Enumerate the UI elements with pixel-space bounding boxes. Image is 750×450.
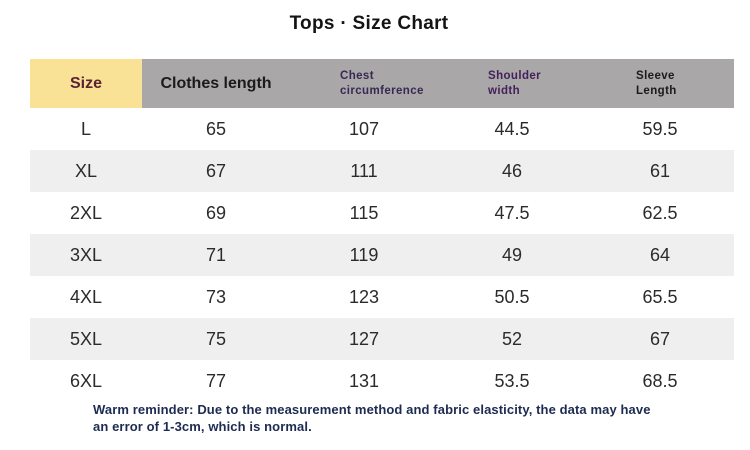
cell-shoulder-width: 47.5 [494, 202, 530, 223]
cell-chest-circumference: 115 [349, 202, 379, 223]
cell-clothes-length: 67 [205, 160, 227, 181]
cell-size: 5XL [69, 328, 103, 349]
cell-size: L [80, 118, 91, 139]
cell-clothes-length: 71 [205, 244, 227, 265]
cell-sleeve-length: 62.5 [642, 202, 678, 223]
cell-sleeve-length: 59.5 [642, 118, 678, 139]
column-header-chest-circumference: Chest circumference [290, 59, 438, 108]
column-header-size: Size [30, 59, 142, 108]
cell-clothes-length: 75 [205, 328, 227, 349]
cell-chest-circumference: 123 [348, 286, 380, 307]
table-row: L 65 107 44.5 59.5 [30, 108, 734, 150]
cell-chest-circumference: 119 [349, 244, 379, 265]
cell-size: 2XL [69, 202, 103, 223]
cell-sleeve-length: 68.5 [642, 370, 678, 391]
column-header-sleeve-line1: Sleeve [636, 70, 675, 82]
column-header-shoulder-width: Shoulder width [438, 59, 586, 108]
cell-chest-circumference: 107 [348, 118, 380, 139]
cell-size: 4XL [69, 286, 103, 307]
cell-chest-circumference: 111 [350, 160, 378, 181]
warm-reminder-note: Warm reminder: Due to the measurement me… [93, 402, 651, 435]
column-header-sleeve-line2: Length [636, 84, 677, 97]
table-row: 5XL 75 127 52 67 [30, 318, 734, 360]
table-header-row: Size Clothes length Chest circumference … [30, 59, 734, 108]
page-title: Tops · Size Chart [289, 13, 449, 34]
cell-shoulder-width: 49 [501, 244, 523, 265]
warm-reminder-line2: an error of 1-3cm, which is normal. [93, 418, 312, 434]
cell-size: XL [74, 160, 98, 181]
cell-clothes-length: 65 [205, 118, 227, 139]
cell-size: 6XL [69, 370, 103, 391]
table-row: 6XL 77 131 53.5 68.5 [30, 360, 734, 402]
cell-clothes-length: 77 [205, 370, 227, 391]
cell-clothes-length: 73 [205, 286, 227, 307]
table-row: 2XL 69 115 47.5 62.5 [30, 192, 734, 234]
table-row: XL 67 111 46 61 [30, 150, 734, 192]
cell-shoulder-width: 53.5 [494, 370, 530, 391]
column-header-chest-line1: Chest [340, 70, 374, 82]
cell-size: 3XL [69, 244, 103, 265]
warm-reminder-line1: Warm reminder: Due to the measurement me… [93, 402, 651, 417]
table-row: 3XL 71 119 49 64 [30, 234, 734, 276]
cell-shoulder-width: 50.5 [494, 286, 530, 307]
cell-shoulder-width: 46 [501, 160, 523, 181]
table-row: 4XL 73 123 50.5 65.5 [30, 276, 734, 318]
cell-sleeve-length: 67 [649, 328, 671, 349]
column-header-clothes-length: Clothes length [142, 59, 290, 108]
cell-shoulder-width: 44.5 [494, 118, 530, 139]
column-header-sleeve-length: Sleeve Length [586, 59, 734, 108]
size-table: Size Clothes length Chest circumference … [30, 59, 734, 402]
cell-sleeve-length: 64 [649, 244, 671, 265]
cell-shoulder-width: 52 [501, 328, 523, 349]
cell-clothes-length: 69 [205, 202, 227, 223]
cell-chest-circumference: 131 [348, 370, 380, 391]
cell-sleeve-length: 65.5 [642, 286, 678, 307]
column-header-shoulder-line2: width [488, 84, 521, 97]
cell-sleeve-length: 61 [649, 160, 671, 181]
cell-chest-circumference: 127 [348, 328, 380, 349]
column-header-shoulder-line1: Shoulder [488, 70, 542, 82]
column-header-chest-line2: circumference [340, 84, 424, 97]
